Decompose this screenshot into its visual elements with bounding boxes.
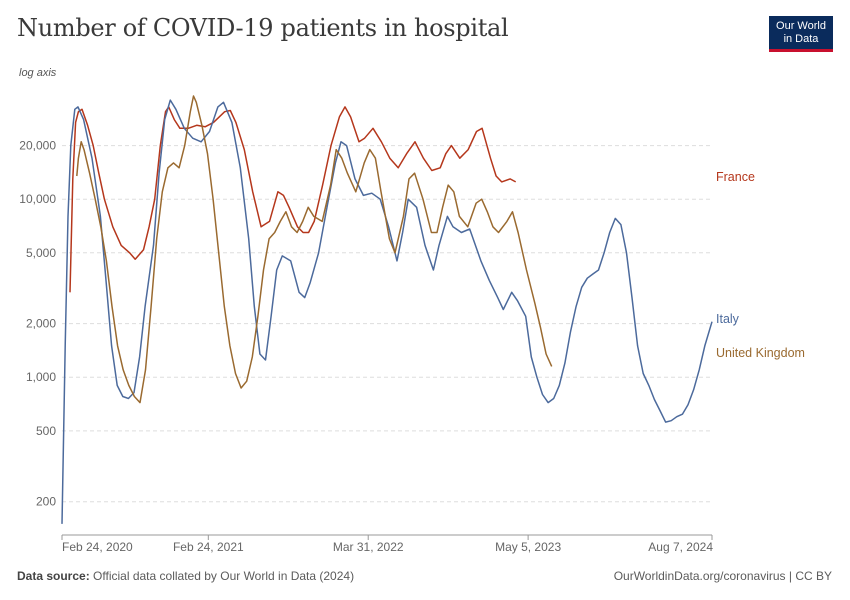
owid-logo[interactable]: Our World in Data [769, 16, 833, 52]
x-tick-label: Feb 24, 2021 [173, 540, 244, 554]
series-label-united-kingdom: United Kingdom [716, 346, 805, 360]
gridlines [62, 145, 712, 503]
data-source-text: Official data collated by Our World in D… [93, 569, 355, 583]
y-tick-label: 500 [36, 424, 56, 438]
y-axis: 200 500 1,000 2,000 5,000 10,000 20,000 [19, 139, 56, 509]
y-tick-label: 2,000 [26, 317, 56, 331]
source-url[interactable]: OurWorldinData.org/coronavirus | CC BY [613, 569, 832, 583]
series-label-italy: Italy [716, 312, 740, 326]
logo-line-1: Our World [776, 20, 826, 32]
x-tick-label: Mar 31, 2022 [333, 540, 404, 554]
x-tick-label: Feb 24, 2020 [62, 540, 133, 554]
data-source: Data source: Official data collated by O… [17, 569, 354, 583]
series-line-united-kingdom [76, 95, 553, 404]
series-line-italy [61, 99, 713, 524]
y-tick-label: 20,000 [19, 139, 56, 153]
series-line-france [69, 106, 517, 293]
y-tick-label: 10,000 [19, 192, 56, 206]
series-label-france: France [716, 170, 755, 184]
series-labels: France Italy United Kingdom [716, 170, 805, 360]
y-tick-label: 200 [36, 495, 56, 509]
y-tick-label: 1,000 [26, 370, 56, 384]
x-axis: Feb 24, 2020 Feb 24, 2021 Mar 31, 2022 May … [61, 534, 713, 554]
x-tick-label: Aug 7, 2024 [648, 540, 713, 554]
data-source-label: Data source: [17, 569, 90, 583]
axis-scale-note: log axis [19, 67, 57, 79]
y-tick-label: 5,000 [26, 246, 56, 260]
page-title: Number of COVID-19 patients in hospital [17, 14, 509, 42]
x-tick-label: May 5, 2023 [495, 540, 561, 554]
series-lines [61, 95, 713, 524]
logo-line-2: in Data [783, 33, 819, 45]
